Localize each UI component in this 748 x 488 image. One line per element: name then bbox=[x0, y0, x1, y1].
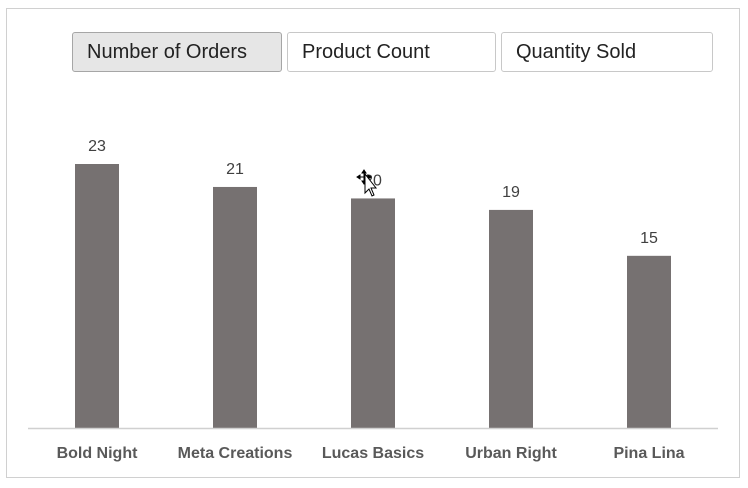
bar[interactable] bbox=[75, 164, 119, 428]
slicer-number-of-orders[interactable]: Number of Orders bbox=[72, 32, 282, 72]
data-label: 15 bbox=[640, 230, 658, 247]
slicer-quantity-sold[interactable]: Quantity Sold bbox=[501, 32, 713, 72]
category-label: Lucas Basics bbox=[322, 445, 424, 462]
category-label: Meta Creations bbox=[178, 445, 293, 462]
category-label: Urban Right bbox=[465, 445, 557, 462]
mouse-cursor-icon bbox=[356, 169, 378, 197]
bar[interactable] bbox=[627, 255, 671, 428]
data-label: 21 bbox=[226, 161, 244, 178]
bar[interactable] bbox=[351, 198, 395, 428]
bar[interactable] bbox=[489, 209, 533, 428]
slicer-product-count[interactable]: Product Count bbox=[287, 32, 496, 72]
category-label: Pina Lina bbox=[613, 445, 684, 462]
bar[interactable] bbox=[213, 186, 257, 428]
category-label: Bold Night bbox=[57, 445, 139, 462]
data-label: 23 bbox=[88, 138, 106, 155]
data-label: 19 bbox=[502, 184, 520, 201]
